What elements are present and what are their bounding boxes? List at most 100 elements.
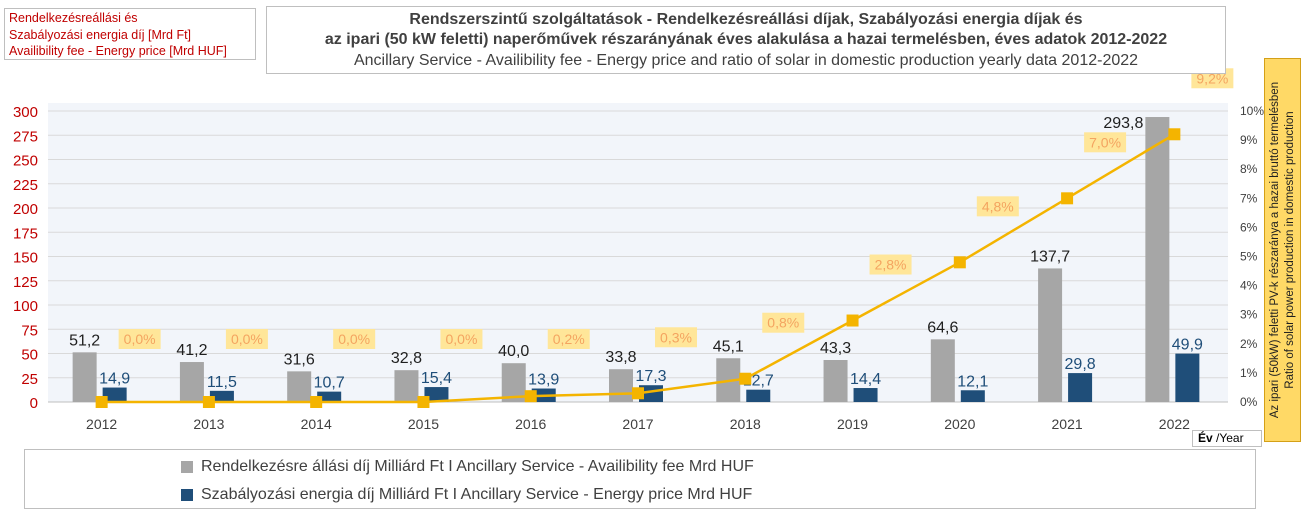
- legend-item-availability: Rendelkezésre állási díj Milliárd Ft I A…: [181, 458, 754, 476]
- data-label-ratio: 4,8%: [982, 198, 1014, 214]
- data-label-energy-price: 14,4: [850, 371, 881, 388]
- left-axis-title-line: Szabályozási energia díj [Mrd Ft]: [9, 27, 192, 42]
- y-left-tick-label: 25: [21, 371, 38, 388]
- ratio-marker: [524, 390, 537, 403]
- y-right-tick-label: 10%: [1240, 104, 1264, 118]
- data-label-ratio: 7,0%: [1089, 134, 1121, 150]
- data-label-ratio: 0,0%: [231, 331, 263, 347]
- ratio-marker: [417, 396, 430, 408]
- bar-availability: [1145, 117, 1170, 402]
- data-label-ratio: 9,2%: [1196, 70, 1228, 86]
- data-label-ratio: 0,2%: [553, 331, 585, 347]
- y-right-tick-label: 4%: [1240, 279, 1258, 293]
- y-left-tick-label: 50: [21, 347, 38, 364]
- x-tick-label: 2019: [837, 416, 868, 432]
- bar-energy-price: [209, 390, 234, 402]
- y-right-tick-label: 6%: [1240, 220, 1258, 234]
- x-tick-label: 2021: [1052, 416, 1083, 432]
- y-right-tick-label: 2%: [1240, 337, 1258, 351]
- data-label-energy-price: 12,1: [957, 373, 988, 390]
- legend-swatch-availability: [181, 461, 193, 473]
- y-right-tick-label: 8%: [1240, 162, 1258, 176]
- y-left-tick-label: 100: [13, 298, 38, 315]
- ratio-label-bg: [655, 327, 697, 348]
- data-label-energy-price: 13,9: [528, 372, 559, 389]
- data-label-availability: 137,7: [1030, 248, 1070, 265]
- x-tick-label: 2020: [944, 416, 975, 432]
- data-label-availability: 293,8: [1103, 115, 1143, 132]
- x-tick-label: 2013: [193, 416, 224, 432]
- bar-energy-price: [960, 390, 985, 402]
- x-tick-label: 2022: [1159, 416, 1190, 432]
- y-left-tick-label: 300: [13, 104, 38, 121]
- bar-availability: [823, 359, 848, 402]
- bar-availability: [609, 369, 633, 402]
- x-tick-label: 2016: [515, 416, 546, 432]
- bar-energy-price: [102, 387, 127, 402]
- data-label-availability: 51,2: [69, 332, 100, 349]
- ratio-label-bg: [547, 329, 590, 349]
- ratio-marker: [202, 396, 215, 408]
- legend-label-energy-price: Szabályozási energia díj Milliárd Ft I A…: [201, 486, 753, 503]
- y-right-tick-label: 0%: [1240, 395, 1258, 409]
- bar-energy-price: [317, 391, 342, 402]
- ratio-marker: [310, 396, 323, 408]
- data-label-energy-price: 17,3: [635, 368, 666, 385]
- x-axis-title-bold: Év: [1198, 431, 1213, 445]
- chart-title-line-1: Rendszerszintű szolgáltatások - Rendelke…: [409, 11, 1083, 28]
- data-label-ratio: 2,8%: [875, 257, 907, 273]
- legend: Rendelkezésre állási díj Milliárd Ft I A…: [24, 449, 1256, 509]
- data-label-ratio: 0,3%: [660, 329, 692, 345]
- bar-availability: [394, 370, 419, 402]
- data-label-ratio: 0,0%: [124, 331, 156, 347]
- bar-energy-price: [1175, 353, 1200, 402]
- data-label-energy-price: 15,4: [421, 370, 452, 387]
- ratio-marker: [953, 256, 966, 269]
- ratio-label-bg: [225, 329, 268, 349]
- x-tick-label: 2017: [622, 416, 653, 432]
- legend-swatch-energy-price: [181, 489, 193, 501]
- plot-area: [48, 103, 1228, 402]
- data-label-availability: 41,2: [176, 342, 207, 359]
- data-label-availability: 45,1: [713, 338, 744, 355]
- y-left-tick-label: 175: [13, 225, 38, 242]
- y-left-tick-label: 0: [30, 395, 38, 412]
- bar-availability: [72, 352, 97, 402]
- data-label-availability: 40,0: [498, 343, 529, 360]
- y-right-tick-label: 9%: [1240, 133, 1258, 147]
- left-axis-title-line: Rendelkezésreállási és: [9, 11, 138, 25]
- data-label-ratio: 0,0%: [338, 331, 370, 347]
- bar-energy-price: [639, 385, 663, 402]
- ratio-label-bg: [333, 329, 376, 349]
- y-left-tick-label: 75: [21, 322, 38, 339]
- data-label-availability: 31,6: [284, 351, 315, 368]
- bar-energy-price: [853, 388, 878, 402]
- left-axis-title-line: Availibility fee - Energy price [Mrd HUF…: [9, 44, 227, 58]
- ratio-marker: [632, 387, 644, 400]
- y-right-tick-label: 7%: [1240, 191, 1258, 205]
- bar-availability: [930, 339, 955, 402]
- x-axis-title-rest: /Year: [1212, 431, 1244, 445]
- ratio-marker: [1061, 192, 1074, 205]
- data-label-ratio: 0,8%: [767, 315, 799, 331]
- data-label-energy-price: 10,7: [314, 375, 345, 392]
- ratio-marker: [846, 314, 859, 327]
- x-tick-label: 2012: [86, 416, 117, 432]
- ratio-label-bg: [440, 329, 483, 349]
- y-right-tick-label: 3%: [1240, 308, 1258, 322]
- chart-title: Rendszerszintű szolgáltatások - Rendelke…: [266, 6, 1226, 74]
- y-left-tick-label: 125: [13, 274, 38, 291]
- ratio-label-bg: [118, 329, 161, 349]
- data-label-availability: 43,3: [820, 340, 851, 357]
- data-label-ratio: 0,0%: [445, 331, 477, 347]
- left-axis-title: Rendelkezésreállási és Szabályozási ener…: [4, 8, 256, 60]
- bar-availability: [1038, 268, 1063, 402]
- bar-energy-price: [1068, 373, 1093, 402]
- ratio-label-bg: [762, 312, 805, 333]
- ratio-label-bg: [1084, 132, 1127, 153]
- data-label-availability: 32,8: [391, 350, 422, 367]
- x-axis-title: Év /Year: [1192, 430, 1262, 447]
- x-tick-label: 2014: [301, 416, 332, 432]
- y-left-tick-label: 200: [13, 201, 38, 218]
